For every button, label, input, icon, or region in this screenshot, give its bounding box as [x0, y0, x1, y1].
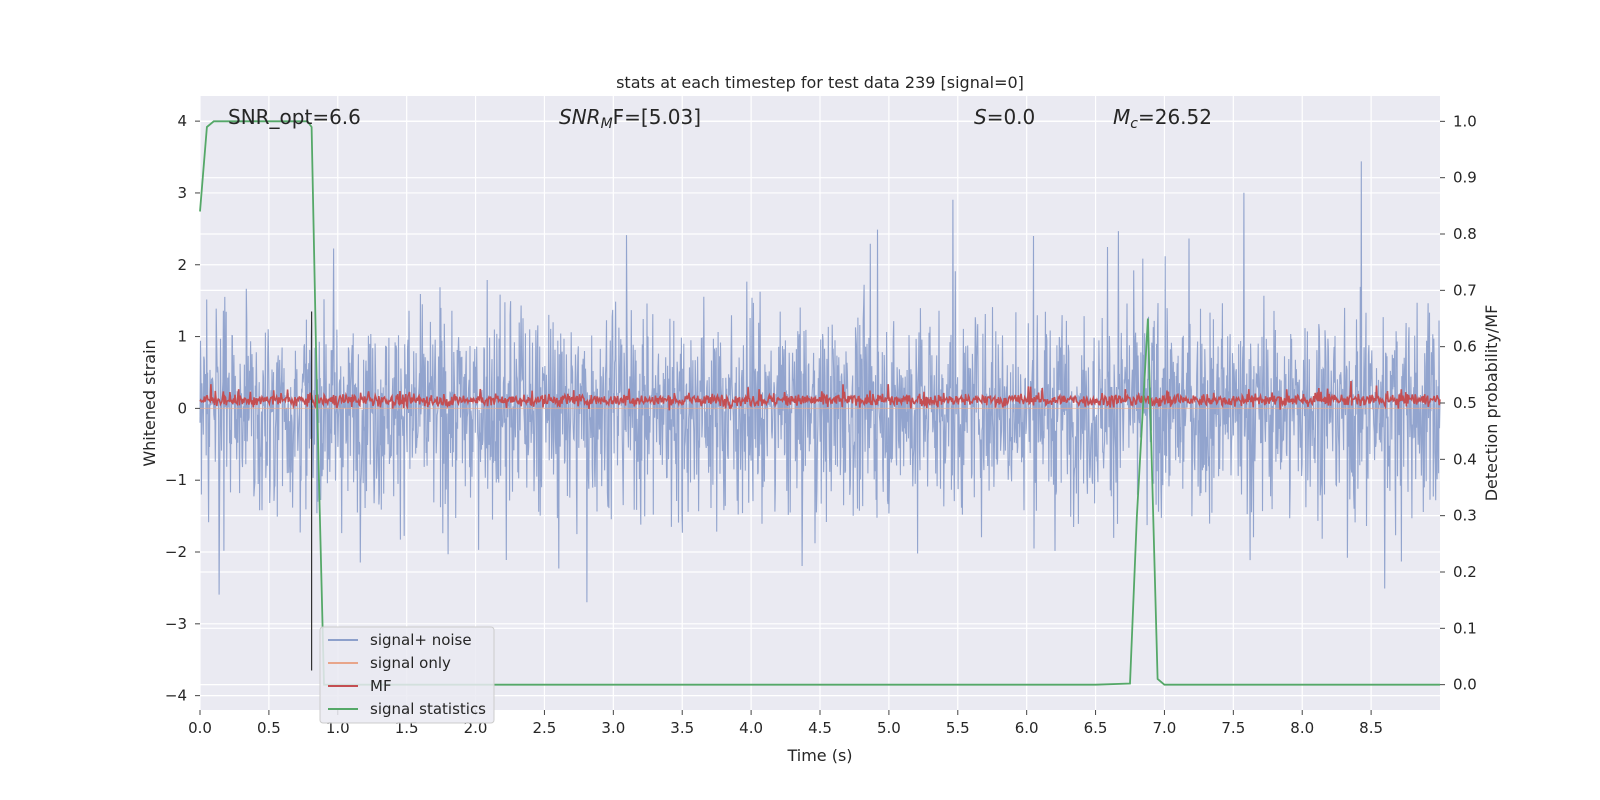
x-tick-label: 5.0	[877, 719, 901, 737]
y-left-tick-label: 1	[177, 328, 187, 346]
signal-statistics-series	[199, 120, 1440, 686]
x-tick-label: 6.5	[1084, 719, 1108, 737]
signal-noise-series	[199, 161, 1441, 603]
mc-main: M	[1113, 105, 1130, 129]
s-main: S	[974, 105, 987, 129]
legend-label-signal-only: signal only	[370, 654, 451, 672]
legend-label-signal-noise: signal+ noise	[370, 631, 472, 649]
y-left-tick-label: 0	[177, 399, 187, 417]
y-left-axis-label: Whitened strain	[140, 339, 159, 466]
y-left-tick-label: −2	[165, 543, 187, 561]
legend-label-signal-statistics: signal statistics	[370, 700, 486, 718]
signal-statistics-line	[199, 120, 1440, 686]
y-right-tick-label: 0.7	[1453, 281, 1477, 299]
x-axis-label: Time (s)	[786, 746, 852, 765]
y-right-tick-label: 0.1	[1453, 619, 1477, 637]
y-left-tick-label: 4	[177, 112, 187, 130]
x-tick-label: 7.5	[1221, 719, 1245, 737]
y-left-ticks: 4 3 2 1 0 −1 −2 −3 −4	[165, 112, 200, 705]
y-left-tick-label: 2	[177, 256, 187, 274]
y-right-tick-label: 0.5	[1453, 394, 1477, 412]
annotation-mc: Mc=26.52	[1113, 105, 1212, 132]
x-tick-label: 0.5	[257, 719, 281, 737]
annotation-snr-mf: SNRMF=[5.03]	[559, 105, 701, 132]
signal-noise-line	[199, 161, 1441, 603]
x-tick-label: 3.5	[670, 719, 694, 737]
s-rest: =0.0	[987, 105, 1036, 129]
annotation-snr-opt: SNR_opt=6.6	[228, 105, 361, 129]
snr-mf-sub: M	[601, 116, 613, 132]
y-right-tick-label: 0.4	[1453, 450, 1477, 468]
x-tick-label: 4.5	[808, 719, 832, 737]
y-right-tick-label: 0.6	[1453, 338, 1477, 356]
y-left-tick-label: −1	[165, 471, 187, 489]
mc-sub: c	[1130, 116, 1138, 132]
x-tick-label: 3.0	[601, 719, 625, 737]
y-right-ticks: 1.0 0.9 0.8 0.7 0.6 0.5 0.4 0.3 0.2 0.1 0.0	[1440, 112, 1477, 694]
x-tick-label: 4.0	[739, 719, 763, 737]
y-right-tick-label: 0.8	[1453, 225, 1477, 243]
annotation-s: S=0.0	[974, 105, 1035, 129]
y-right-tick-label: 0.9	[1453, 169, 1477, 187]
legend: signal+ noise signal only MF signal stat…	[319, 626, 495, 724]
x-ticks: 0.0 0.5 1.0 1.5 2.0 2.5 3.0 3.5 4.0 4.5 5.0 5.5 6.0 6…	[188, 710, 1383, 737]
y-right-tick-label: 0.3	[1453, 507, 1477, 525]
snr-mf-rest: F=[5.03]	[613, 105, 701, 129]
y-left-tick-label: −4	[165, 687, 187, 705]
chart-title: stats at each timestep for test data 239…	[616, 73, 1024, 92]
x-tick-label: 8.0	[1290, 719, 1314, 737]
y-left-tick-label: −3	[165, 615, 187, 633]
x-tick-label: 5.5	[946, 719, 970, 737]
mf-series	[199, 380, 1441, 411]
snr-mf-main: SNR	[559, 105, 601, 129]
y-right-tick-label: 1.0	[1453, 112, 1477, 130]
x-tick-label: 0.0	[188, 719, 212, 737]
x-tick-label: 8.5	[1359, 719, 1383, 737]
y-right-tick-label: 0.2	[1453, 563, 1477, 581]
legend-box	[319, 626, 495, 724]
y-right-tick-label: 0.0	[1453, 676, 1477, 694]
mc-rest: =26.52	[1138, 105, 1212, 129]
x-tick-label: 6.0	[1015, 719, 1039, 737]
x-tick-label: 7.0	[1153, 719, 1177, 737]
mf-line	[199, 380, 1441, 411]
y-right-axis-label: Detection probability/MF	[1482, 305, 1501, 502]
legend-label-mf: MF	[370, 677, 392, 695]
x-tick-label: 2.5	[533, 719, 557, 737]
y-left-tick-label: 3	[177, 184, 187, 202]
